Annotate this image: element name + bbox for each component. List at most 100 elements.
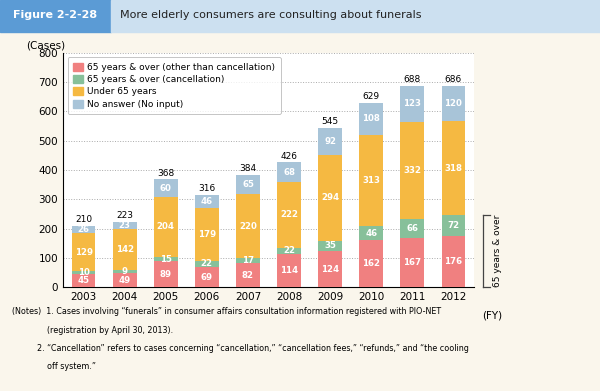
Text: 60: 60 — [160, 184, 172, 193]
Text: 210: 210 — [75, 215, 92, 224]
Text: 92: 92 — [324, 136, 336, 145]
Bar — [113, 271, 137, 273]
Text: 384: 384 — [239, 164, 257, 173]
Text: 22: 22 — [283, 246, 295, 255]
Text: 129: 129 — [74, 248, 92, 257]
Bar — [195, 208, 219, 261]
Bar — [236, 258, 260, 264]
Text: 69: 69 — [201, 273, 213, 282]
Text: 318: 318 — [445, 163, 463, 172]
Text: More elderly consumers are consulting about funerals: More elderly consumers are consulting ab… — [120, 11, 421, 20]
Text: (Notes)  1. Cases involving “funerals” in consumer affairs consultation informat: (Notes) 1. Cases involving “funerals” in… — [12, 307, 441, 316]
Bar — [277, 182, 301, 248]
Text: 22: 22 — [201, 259, 213, 269]
Text: 46: 46 — [201, 197, 213, 206]
Text: 223: 223 — [116, 211, 133, 220]
Text: 72: 72 — [448, 221, 460, 230]
Bar — [154, 179, 178, 197]
Text: (registration by April 30, 2013).: (registration by April 30, 2013). — [12, 326, 173, 335]
Text: 65 years & over: 65 years & over — [493, 215, 502, 287]
Text: 15: 15 — [160, 255, 172, 264]
Text: 220: 220 — [239, 222, 257, 231]
Text: 176: 176 — [445, 257, 463, 266]
Text: 46: 46 — [365, 229, 377, 238]
Text: 688: 688 — [404, 75, 421, 84]
Text: 114: 114 — [280, 266, 298, 275]
Bar — [71, 271, 95, 274]
Bar — [0, 0, 111, 32]
Bar — [236, 194, 260, 258]
Text: 332: 332 — [403, 166, 421, 175]
Text: 35: 35 — [324, 241, 336, 250]
Bar — [442, 86, 466, 121]
Bar — [318, 154, 342, 241]
Bar — [359, 103, 383, 135]
Bar — [236, 175, 260, 194]
Text: 142: 142 — [116, 245, 134, 254]
Text: (Cases): (Cases) — [26, 40, 65, 50]
Bar — [154, 261, 178, 287]
Bar — [400, 219, 424, 239]
Text: 179: 179 — [198, 230, 216, 239]
Bar — [359, 240, 383, 287]
Bar — [277, 248, 301, 254]
Bar — [400, 86, 424, 122]
Bar — [277, 254, 301, 287]
Text: 545: 545 — [322, 117, 339, 126]
Text: 9: 9 — [122, 267, 128, 276]
Bar — [359, 135, 383, 226]
Text: 316: 316 — [198, 184, 215, 193]
Text: 120: 120 — [445, 99, 463, 108]
Text: 629: 629 — [362, 92, 380, 101]
Text: 204: 204 — [157, 222, 175, 231]
Text: 167: 167 — [403, 258, 421, 267]
Bar — [277, 163, 301, 182]
Bar — [111, 0, 600, 32]
Text: 17: 17 — [242, 256, 254, 265]
Text: 368: 368 — [157, 169, 175, 178]
Text: 123: 123 — [403, 99, 421, 108]
Legend: 65 years & over (other than cancellation), 65 years & over (cancellation), Under: 65 years & over (other than cancellation… — [68, 57, 281, 114]
Bar — [236, 264, 260, 287]
Bar — [400, 122, 424, 219]
Text: 294: 294 — [321, 193, 339, 202]
Text: 49: 49 — [119, 276, 131, 285]
Bar — [71, 274, 95, 287]
Bar — [442, 215, 466, 236]
Bar — [195, 267, 219, 287]
Bar — [318, 127, 342, 154]
Text: 2. “Cancellation” refers to cases concerning “cancellation,” “cancellation fees,: 2. “Cancellation” refers to cases concer… — [12, 344, 469, 353]
Bar — [113, 222, 137, 229]
Bar — [195, 195, 219, 208]
Text: (FY): (FY) — [482, 311, 502, 321]
Bar — [442, 236, 466, 287]
Bar — [71, 233, 95, 271]
Bar — [400, 239, 424, 287]
Bar — [318, 241, 342, 251]
Bar — [113, 273, 137, 287]
Bar — [359, 226, 383, 240]
Text: 66: 66 — [406, 224, 418, 233]
Text: 426: 426 — [281, 152, 298, 161]
Bar — [71, 226, 95, 233]
Text: 65: 65 — [242, 180, 254, 189]
Text: 108: 108 — [362, 114, 380, 123]
Text: off system.”: off system.” — [12, 362, 96, 371]
Text: 68: 68 — [283, 168, 295, 177]
Text: 23: 23 — [119, 221, 131, 230]
Bar — [113, 229, 137, 271]
Text: 686: 686 — [445, 75, 462, 84]
Text: 82: 82 — [242, 271, 254, 280]
Text: 45: 45 — [77, 276, 89, 285]
Text: 89: 89 — [160, 270, 172, 279]
Bar — [195, 261, 219, 267]
Text: 162: 162 — [362, 259, 380, 268]
Bar — [154, 197, 178, 257]
Text: 222: 222 — [280, 210, 298, 219]
Text: 10: 10 — [77, 268, 89, 277]
Text: 313: 313 — [362, 176, 380, 185]
Text: Figure 2-2-28: Figure 2-2-28 — [13, 11, 98, 20]
Text: 124: 124 — [321, 265, 339, 274]
Text: 26: 26 — [77, 225, 89, 234]
Bar — [154, 257, 178, 261]
